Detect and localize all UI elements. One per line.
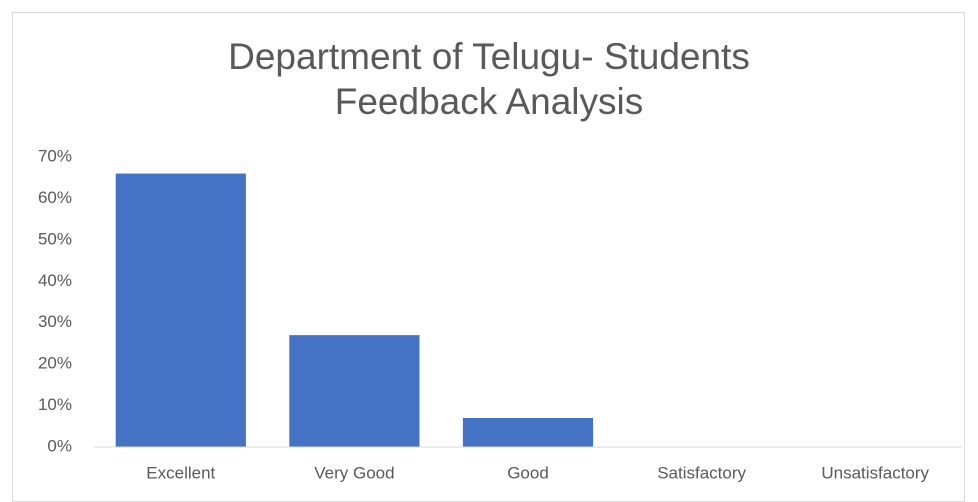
bar xyxy=(289,335,420,447)
x-tick-label: Good xyxy=(507,463,549,482)
y-tick-label: 70% xyxy=(38,146,72,165)
bar xyxy=(115,173,246,448)
y-tick-label: 0% xyxy=(47,436,72,455)
y-tick-label: 40% xyxy=(38,271,72,290)
y-tick-label: 20% xyxy=(38,354,72,373)
x-tick-label: Satisfactory xyxy=(657,463,746,482)
bar xyxy=(462,418,594,447)
chart-title: Department of Telugu- Students Feedback … xyxy=(228,36,750,122)
x-tick-label: Excellent xyxy=(146,463,215,482)
y-tick-label: 30% xyxy=(38,312,72,331)
y-tick-label: 60% xyxy=(38,188,72,207)
y-tick-label: 10% xyxy=(38,395,72,414)
y-tick-label: 50% xyxy=(38,229,72,248)
x-tick-label: Unsatisfactory xyxy=(821,463,929,482)
x-tick-label: Very Good xyxy=(314,463,394,482)
